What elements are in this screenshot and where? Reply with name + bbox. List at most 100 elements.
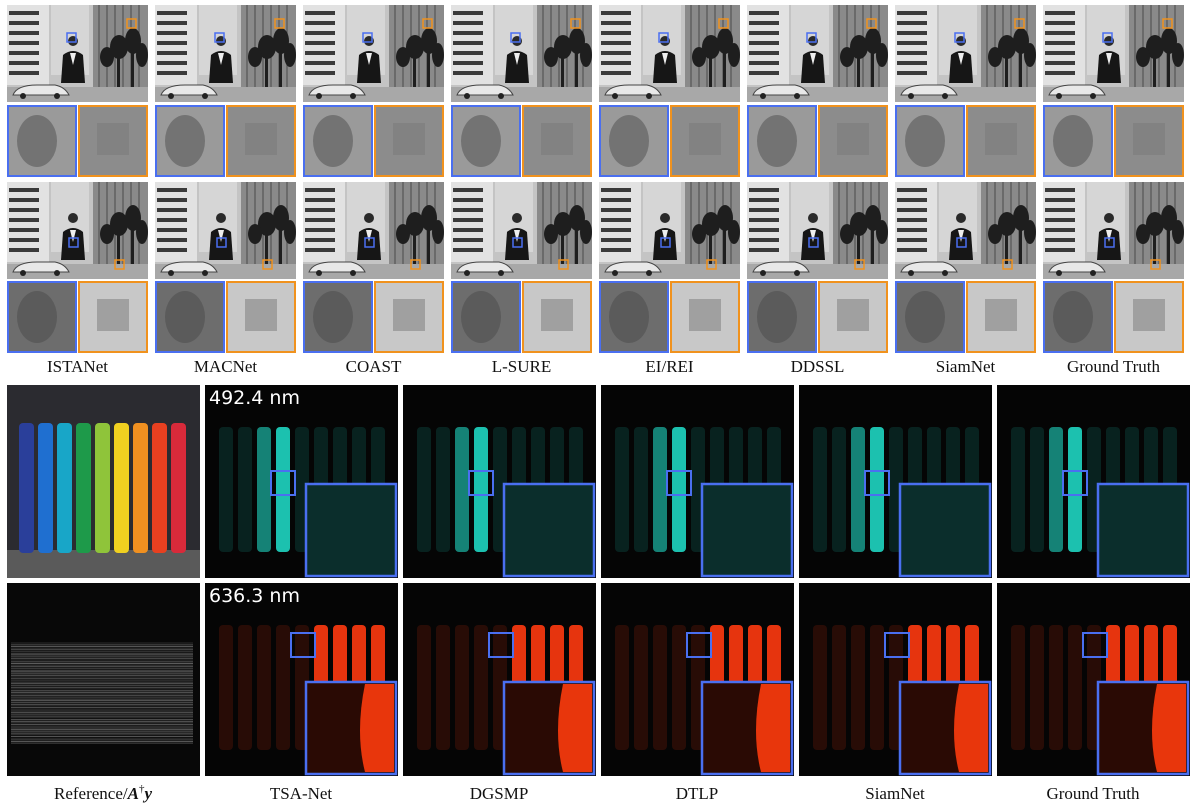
crayon [615, 427, 629, 552]
inset-blue [303, 105, 373, 177]
zoom-box-blue [658, 32, 669, 43]
crayon [870, 625, 884, 750]
method-label: DTLP [676, 784, 719, 803]
crayon [455, 625, 469, 750]
inset-detail [1152, 684, 1186, 772]
crayon [238, 625, 252, 750]
method-label: SiamNet [865, 784, 925, 803]
crayon [851, 427, 865, 552]
inset-detail [313, 291, 353, 343]
zoom-inset [502, 482, 596, 578]
zoom-box-orange [126, 18, 137, 29]
zoom-box-blue [808, 237, 819, 248]
zoom-box [468, 470, 494, 496]
inset-detail [97, 123, 129, 155]
scene-image [747, 182, 888, 279]
crayon [417, 625, 431, 750]
scene-image [1043, 182, 1184, 279]
crayon [276, 625, 290, 750]
inset-detail [985, 299, 1017, 331]
crayon [436, 427, 450, 552]
wavelength-label: 492.4 nm [209, 387, 300, 409]
crayon [76, 423, 91, 553]
zoom-box [666, 470, 692, 496]
zoom-box [1062, 470, 1088, 496]
method-label: Ground Truth [1046, 784, 1140, 803]
inset-orange [1114, 281, 1184, 353]
inset-detail [1053, 115, 1093, 167]
scene-image [451, 182, 592, 279]
inset-blue [303, 281, 373, 353]
crayon [436, 625, 450, 750]
crayon [634, 625, 648, 750]
inset-blue [599, 281, 669, 353]
inset-detail [541, 299, 573, 331]
zoom-box-blue [216, 237, 227, 248]
inset-detail [1053, 291, 1093, 343]
zoom-box-blue [362, 32, 373, 43]
crayon [813, 625, 827, 750]
inset-detail [954, 684, 988, 772]
method-label: EI/REI [645, 357, 693, 376]
crayon [133, 423, 148, 553]
crayon [219, 625, 233, 750]
crayon [1011, 427, 1025, 552]
zoom-box-orange [1162, 18, 1173, 29]
inset-detail [558, 684, 592, 772]
reference-text: Reference/ [54, 784, 128, 803]
zoom-inset [304, 482, 398, 578]
inset-detail [609, 115, 649, 167]
inset-detail [689, 123, 721, 155]
method-label: ISTANet [47, 357, 108, 376]
zoom-box-orange [274, 18, 285, 29]
scene-image [895, 182, 1036, 279]
crayon [455, 427, 469, 552]
crayon [1030, 427, 1044, 552]
zoom-box-blue [806, 32, 817, 43]
inset-blue [1043, 105, 1113, 177]
zoom-box-blue [66, 32, 77, 43]
crayon [238, 427, 252, 552]
inset-detail [905, 115, 945, 167]
zoom-box-orange [718, 18, 729, 29]
zoom-box-blue [364, 237, 375, 248]
inset-blue [7, 105, 77, 177]
zoom-box-orange [262, 259, 273, 270]
zoom-box [488, 632, 514, 658]
zoom-inset [898, 482, 992, 578]
inset-detail [757, 115, 797, 167]
crayon [653, 427, 667, 552]
inset-detail [17, 291, 57, 343]
inset-blue [747, 105, 817, 177]
inset-detail [245, 299, 277, 331]
zoom-box-orange [410, 259, 421, 270]
measurement-image [7, 583, 200, 776]
inset-detail [1133, 123, 1165, 155]
inset-detail [609, 291, 649, 343]
zoom-box-orange [706, 259, 717, 270]
inset-blue [7, 281, 77, 353]
method-label: MACNet [194, 357, 258, 376]
inset-detail [17, 115, 57, 167]
inset-detail [689, 299, 721, 331]
zoom-box-orange [570, 18, 581, 29]
zoom-box-orange [1150, 259, 1161, 270]
inset-detail [245, 123, 277, 155]
crayon [1049, 427, 1063, 552]
zoom-box-blue [68, 237, 79, 248]
zoom-inset [700, 482, 794, 578]
zoom-box-blue [1104, 237, 1115, 248]
crayon [19, 423, 34, 553]
inset-detail [461, 291, 501, 343]
crayon [672, 427, 686, 552]
zoom-box-blue [510, 32, 521, 43]
inset-detail [985, 123, 1017, 155]
inset-detail [393, 123, 425, 155]
scene-image [7, 182, 148, 279]
inset-detail [1133, 299, 1165, 331]
crayon [219, 427, 233, 552]
zoom-box-blue [1102, 32, 1113, 43]
inset-blue [451, 281, 521, 353]
crayon [114, 423, 129, 553]
crayon [417, 427, 431, 552]
